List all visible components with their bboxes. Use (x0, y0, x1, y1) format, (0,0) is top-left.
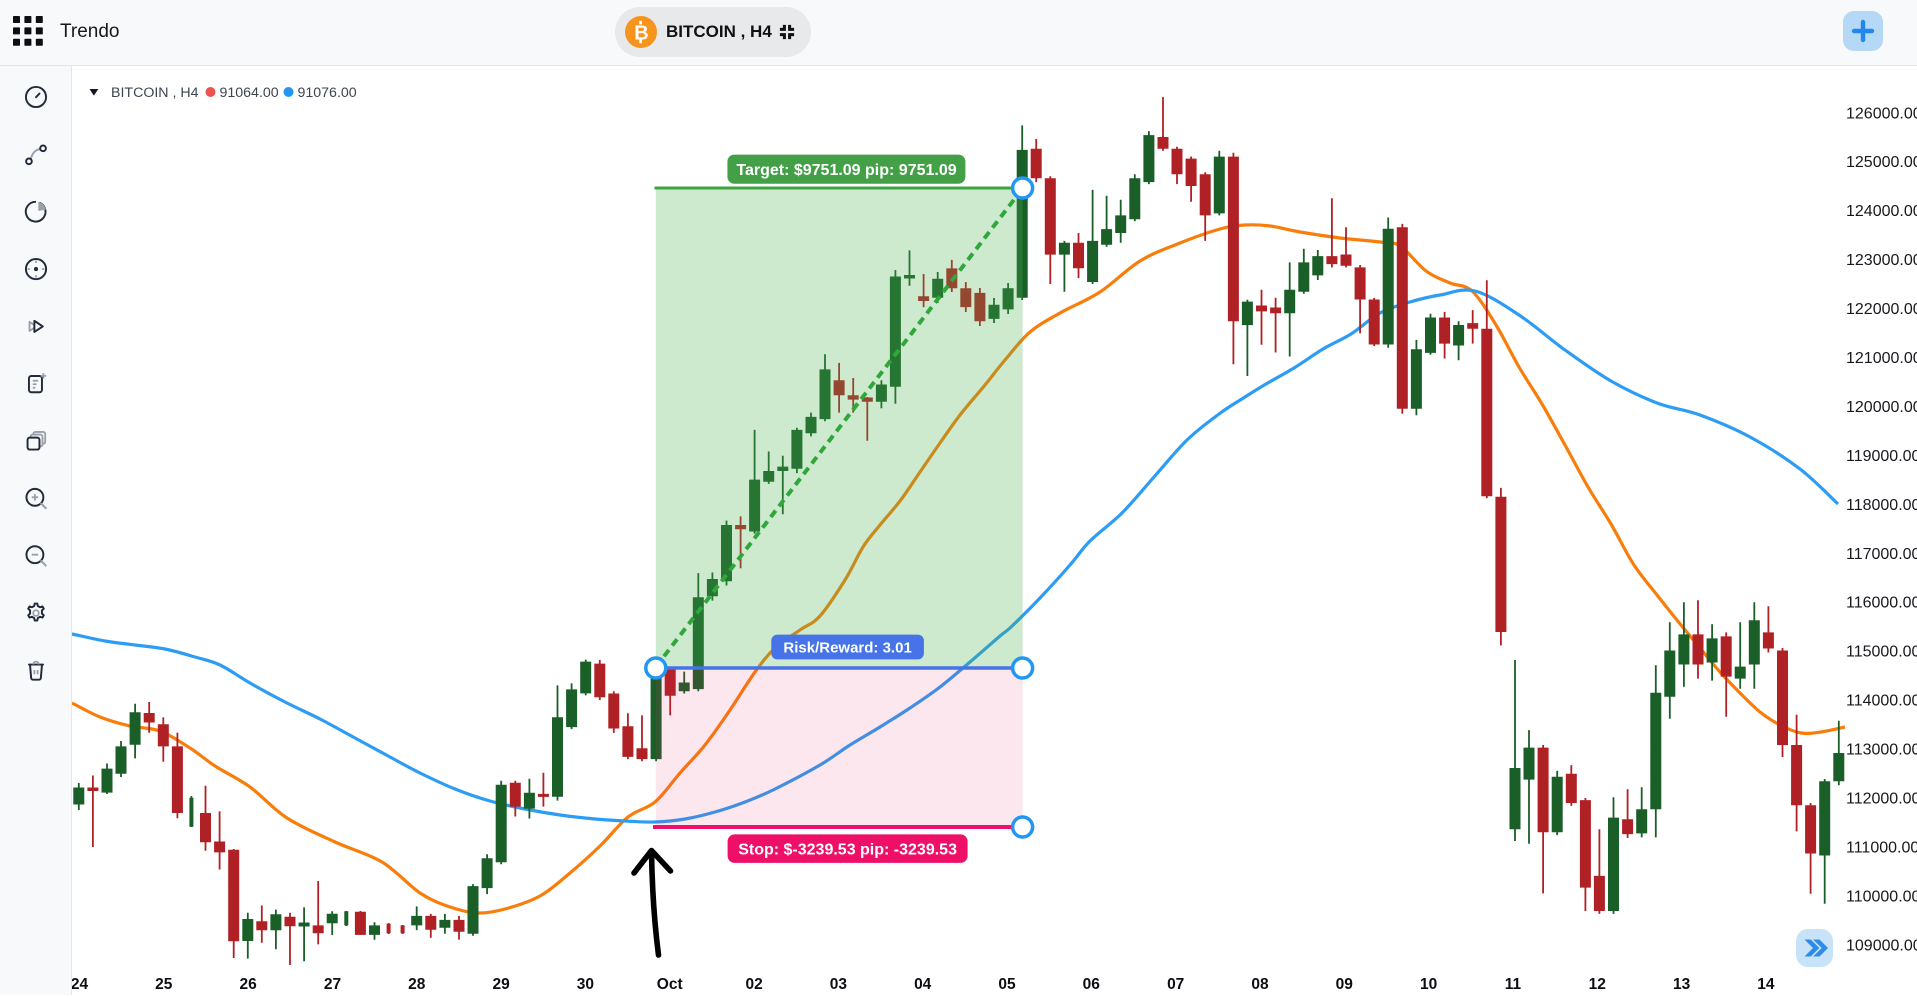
svg-text:30: 30 (577, 976, 594, 993)
svg-text:B: B (634, 23, 648, 45)
svg-text:119000.00: 119000.00 (1846, 448, 1917, 465)
svg-text:91076.00: 91076.00 (298, 85, 357, 101)
svg-text:29: 29 (492, 976, 510, 993)
svg-text:24: 24 (71, 976, 89, 993)
svg-text:28: 28 (408, 976, 426, 993)
svg-text:91064.00: 91064.00 (220, 85, 279, 101)
svg-text:10: 10 (1420, 976, 1437, 993)
svg-text:Stop: $-3239.53 pip: -3239.53: Stop: $-3239.53 pip: -3239.53 (738, 841, 957, 858)
svg-text:113000.00: 113000.00 (1846, 742, 1917, 759)
svg-text:02: 02 (745, 976, 762, 993)
svg-text:126000.00: 126000.00 (1846, 105, 1917, 122)
svg-text:13: 13 (1673, 976, 1691, 993)
svg-text:12: 12 (1589, 976, 1606, 993)
svg-text:03: 03 (830, 976, 848, 993)
svg-text:115000.00: 115000.00 (1846, 644, 1917, 661)
svg-text:14: 14 (1757, 976, 1775, 993)
svg-text:27: 27 (324, 976, 341, 993)
svg-text:25: 25 (155, 976, 173, 993)
svg-text:Oct: Oct (657, 976, 683, 993)
svg-text:122000.00: 122000.00 (1846, 301, 1917, 318)
svg-text:04: 04 (914, 976, 932, 993)
svg-text:26: 26 (239, 976, 257, 993)
svg-text:09: 09 (1336, 976, 1354, 993)
svg-text:123000.00: 123000.00 (1846, 252, 1917, 269)
svg-text:111000.00: 111000.00 (1846, 839, 1917, 856)
svg-text:124000.00: 124000.00 (1846, 203, 1917, 220)
svg-text:110000.00: 110000.00 (1846, 888, 1917, 905)
svg-text:121000.00: 121000.00 (1846, 350, 1917, 367)
svg-text:Target: $9751.09 pip: 9751.09: Target: $9751.09 pip: 9751.09 (736, 162, 956, 179)
svg-text:117000.00: 117000.00 (1846, 546, 1917, 563)
svg-text:Risk/Reward: 3.01: Risk/Reward: 3.01 (783, 640, 911, 657)
svg-text:11: 11 (1505, 976, 1522, 993)
svg-text:125000.00: 125000.00 (1846, 154, 1917, 171)
svg-text:118000.00: 118000.00 (1846, 497, 1917, 514)
svg-text:08: 08 (1251, 976, 1269, 993)
svg-text:07: 07 (1167, 976, 1184, 993)
svg-text:05: 05 (998, 976, 1016, 993)
svg-text:BITCOIN , H4: BITCOIN , H4 (111, 85, 199, 101)
svg-text:06: 06 (1083, 976, 1101, 993)
svg-text:116000.00: 116000.00 (1846, 595, 1917, 612)
svg-text:112000.00: 112000.00 (1846, 791, 1917, 808)
svg-text:109000.00: 109000.00 (1846, 937, 1917, 954)
svg-text:114000.00: 114000.00 (1846, 693, 1917, 710)
svg-text:120000.00: 120000.00 (1846, 399, 1917, 416)
